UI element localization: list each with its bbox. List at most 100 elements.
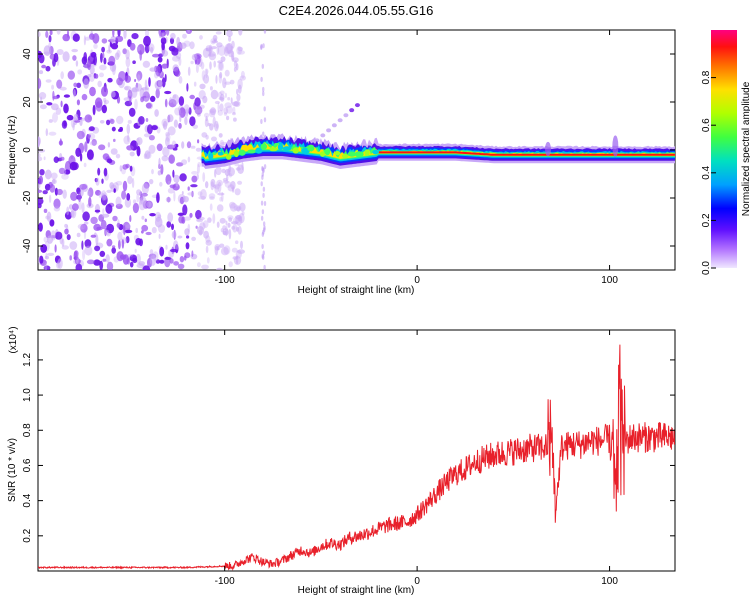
- noise-blob: [178, 107, 186, 118]
- noise-blob: [173, 240, 179, 252]
- snr-xlabel: Height of straight line (km): [298, 585, 415, 596]
- noise-blob: [162, 146, 170, 157]
- noise-blob: [82, 249, 86, 261]
- noise-blob: [185, 242, 190, 250]
- noise-blob: [132, 199, 137, 204]
- noise-blob: [115, 196, 122, 207]
- noise-blob: [116, 49, 121, 58]
- noise-blob: [171, 140, 177, 148]
- noise-blob: [86, 259, 95, 265]
- noise-blob: [51, 84, 55, 90]
- noise-blob: [136, 193, 140, 203]
- noise-blob: [198, 229, 203, 236]
- noise-blob: [261, 253, 264, 259]
- track-knot: [341, 153, 349, 159]
- noise-blob: [233, 117, 237, 122]
- noise-blob: [129, 165, 133, 172]
- noise-blob: [165, 244, 168, 250]
- noise-blob: [184, 116, 188, 126]
- noise-blob: [83, 35, 86, 46]
- noise-blob: [164, 90, 172, 95]
- noise-blob: [79, 119, 83, 126]
- noise-blob: [263, 106, 266, 112]
- noise-blob: [240, 240, 243, 250]
- noise-blob: [186, 107, 189, 118]
- snr-ytick-label: 1.0: [22, 388, 33, 402]
- noise-blob: [236, 93, 241, 102]
- noise-blob: [178, 215, 185, 224]
- noise-blob: [131, 33, 139, 40]
- noise-blob: [222, 77, 227, 89]
- noise-blob: [194, 97, 201, 107]
- noise-blob: [231, 112, 236, 116]
- noise-blob: [205, 239, 212, 246]
- noise-blob: [143, 133, 152, 138]
- noise-blob: [150, 46, 154, 54]
- snr-ytick-label: 0.4: [22, 493, 33, 507]
- noise-blob: [167, 144, 175, 150]
- noise-blob: [219, 71, 223, 79]
- noise-blob: [165, 30, 170, 36]
- noise-blob: [218, 133, 223, 138]
- spectrogram-noise: [38, 30, 360, 270]
- noise-blob: [122, 254, 130, 265]
- noise-blob: [110, 43, 119, 50]
- chart-title: C2E4.2026.044.05.55.G16: [279, 3, 434, 18]
- noise-blob: [45, 30, 49, 38]
- spectrogram-xtick-label: 0: [414, 275, 420, 286]
- noise-blob: [209, 107, 217, 116]
- noise-blob: [262, 186, 266, 192]
- noise-blob: [160, 37, 167, 45]
- track-knot: [255, 147, 263, 154]
- noise-blob: [106, 158, 113, 164]
- noise-blob: [232, 186, 235, 193]
- noise-blob: [111, 247, 116, 254]
- noise-blob: [164, 73, 167, 83]
- noise-blob: [174, 69, 181, 77]
- noise-blob: [99, 120, 105, 124]
- noise-blob: [154, 216, 163, 228]
- noise-blob: [86, 149, 94, 160]
- snr-xtick-label: 100: [601, 576, 618, 587]
- noise-blob: [210, 46, 218, 50]
- noise-blob: [143, 35, 151, 47]
- noise-blob: [263, 225, 266, 231]
- noise-blob: [51, 178, 57, 185]
- noise-blob: [66, 206, 70, 216]
- noise-blob: [198, 195, 206, 200]
- noise-blob: [89, 141, 98, 146]
- noise-blob: [226, 42, 233, 54]
- noise-blob: [126, 193, 131, 201]
- noise-blob: [216, 42, 223, 48]
- noise-blob: [110, 35, 117, 44]
- noise-blob: [54, 244, 57, 253]
- noise-blob: [236, 46, 242, 55]
- noise-blob: [132, 257, 138, 264]
- noise-blob: [261, 243, 264, 249]
- noise-blob: [108, 55, 116, 66]
- noise-blob: [190, 145, 196, 149]
- noise-blob: [217, 181, 222, 193]
- noise-blob: [108, 44, 111, 53]
- noise-blob: [190, 184, 198, 188]
- noise-blob: [170, 32, 176, 40]
- noise-blob: [220, 247, 229, 256]
- snr-ytick-label: 0.6: [22, 458, 33, 472]
- noise-blob: [171, 94, 180, 105]
- noise-blob: [199, 83, 206, 90]
- noise-blob: [136, 263, 145, 269]
- noise-blob: [96, 226, 103, 231]
- noise-blob: [214, 244, 221, 251]
- noise-blob: [219, 243, 225, 248]
- noise-blob: [173, 119, 178, 128]
- noise-blob: [320, 133, 326, 138]
- noise-blob: [260, 43, 263, 49]
- noise-blob: [232, 106, 236, 115]
- noise-blob: [157, 79, 163, 87]
- colorbar: 0.8 0.6 0.4 0.2 0.0 Normalized spectral ampl…: [701, 30, 750, 275]
- noise-blob: [67, 70, 76, 80]
- noise-blob: [73, 82, 78, 88]
- noise-blob: [211, 136, 217, 142]
- noise-blob: [169, 258, 174, 264]
- noise-blob: [66, 234, 71, 241]
